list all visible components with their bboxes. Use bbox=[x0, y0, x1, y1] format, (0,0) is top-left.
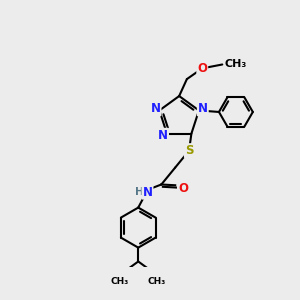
Text: O: O bbox=[178, 182, 188, 195]
Text: O: O bbox=[197, 62, 207, 75]
Text: S: S bbox=[185, 144, 193, 157]
Text: N: N bbox=[158, 129, 168, 142]
Text: N: N bbox=[142, 186, 152, 199]
Text: H: H bbox=[135, 187, 144, 197]
Text: CH₃: CH₃ bbox=[111, 277, 129, 286]
Text: CH₃: CH₃ bbox=[148, 277, 166, 286]
Text: CH₃: CH₃ bbox=[225, 59, 247, 70]
Text: N: N bbox=[151, 102, 160, 116]
Text: N: N bbox=[198, 102, 208, 116]
